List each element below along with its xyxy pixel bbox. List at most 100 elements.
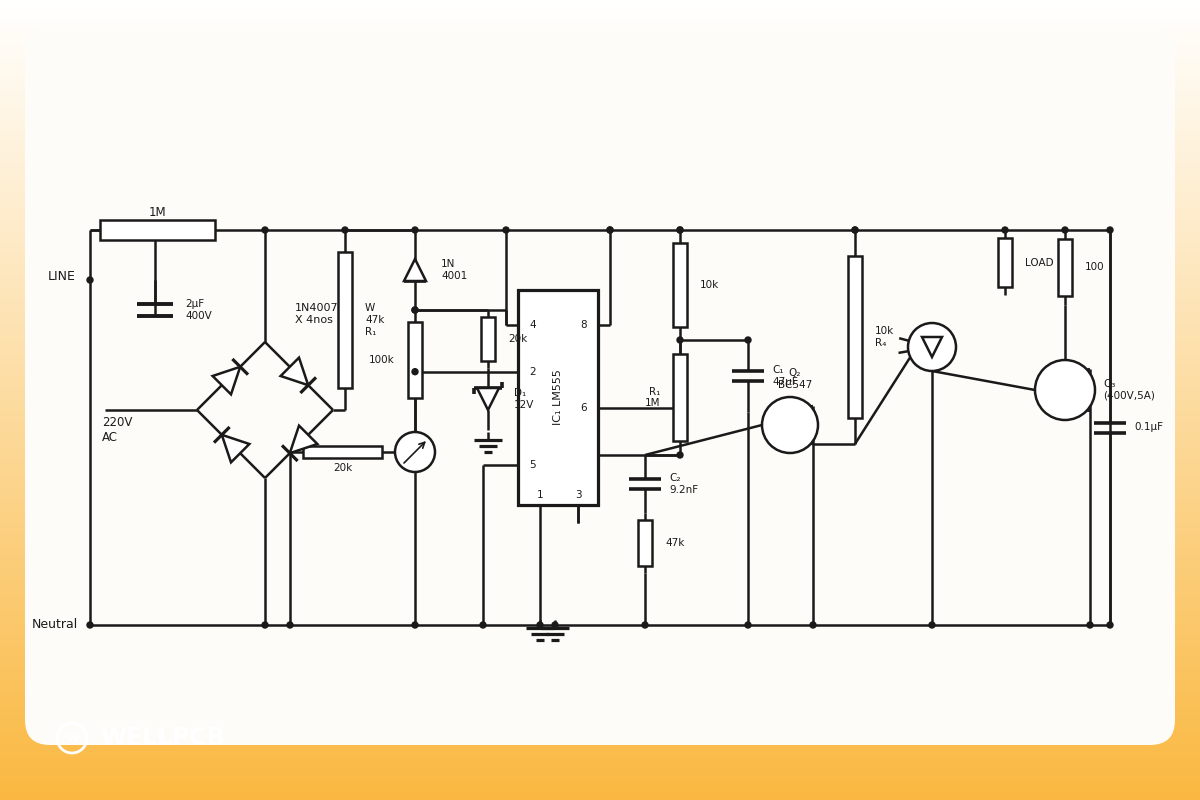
Bar: [0, 18, 1200, 22]
Text: WELLPCB: WELLPCB: [100, 726, 224, 750]
Bar: [0, 101, 1200, 104]
Polygon shape: [404, 259, 426, 281]
Bar: [0, 751, 1200, 754]
Bar: [0, 559, 1200, 562]
Bar: [638, 520, 652, 566]
Bar: [0, 575, 1200, 578]
Bar: [0, 511, 1200, 514]
Bar: [0, 71, 1200, 74]
Bar: [0, 287, 1200, 290]
Polygon shape: [922, 337, 942, 357]
Polygon shape: [281, 358, 308, 385]
Bar: [0, 370, 1200, 374]
Bar: [0, 469, 1200, 472]
Text: R₁
1M: R₁ 1M: [644, 386, 660, 408]
Bar: [0, 525, 1200, 528]
Bar: [0, 242, 1200, 246]
Bar: [0, 15, 1200, 18]
Bar: [0, 613, 1200, 616]
Bar: [0, 90, 1200, 94]
Circle shape: [745, 622, 751, 628]
Text: 10k: 10k: [700, 280, 719, 290]
Bar: [0, 109, 1200, 112]
Bar: [0, 418, 1200, 422]
Bar: [0, 621, 1200, 624]
Bar: [0, 743, 1200, 746]
Circle shape: [480, 622, 486, 628]
Bar: [0, 682, 1200, 686]
Bar: [0, 578, 1200, 582]
Bar: [0, 146, 1200, 150]
Bar: [0, 794, 1200, 798]
Bar: [0, 487, 1200, 490]
Bar: [100, 220, 215, 240]
Bar: [0, 461, 1200, 464]
Bar: [0, 567, 1200, 570]
Bar: [0, 133, 1200, 136]
Bar: [0, 202, 1200, 206]
Bar: [0, 605, 1200, 608]
Bar: [0, 501, 1200, 504]
Bar: [0, 149, 1200, 152]
Text: 47k: 47k: [665, 538, 684, 548]
Bar: [0, 114, 1200, 118]
Circle shape: [1062, 227, 1068, 233]
Bar: [0, 261, 1200, 264]
Text: W
47k
R₁: W 47k R₁: [365, 303, 384, 337]
Bar: [0, 602, 1200, 606]
Bar: [0, 517, 1200, 520]
Bar: [0, 471, 1200, 474]
Bar: [0, 245, 1200, 248]
Bar: [0, 263, 1200, 266]
Bar: [0, 93, 1200, 96]
Bar: [0, 442, 1200, 446]
Bar: [0, 690, 1200, 694]
Bar: [0, 735, 1200, 738]
Text: 3: 3: [575, 490, 581, 500]
Circle shape: [607, 227, 613, 233]
Bar: [0, 447, 1200, 450]
Bar: [0, 338, 1200, 342]
Bar: [0, 226, 1200, 230]
Bar: [0, 205, 1200, 208]
Bar: [0, 367, 1200, 370]
Bar: [0, 738, 1200, 742]
Bar: [0, 775, 1200, 778]
Bar: [0, 173, 1200, 176]
Circle shape: [412, 307, 418, 313]
Bar: [0, 629, 1200, 632]
Bar: [0, 79, 1200, 82]
Bar: [0, 407, 1200, 410]
Bar: [0, 623, 1200, 626]
Bar: [0, 266, 1200, 270]
Bar: [0, 773, 1200, 776]
Bar: [0, 141, 1200, 144]
Bar: [0, 215, 1200, 218]
Circle shape: [342, 227, 348, 233]
Bar: [0, 415, 1200, 418]
Bar: [0, 357, 1200, 360]
Bar: [0, 762, 1200, 766]
Bar: [0, 221, 1200, 224]
Bar: [0, 207, 1200, 210]
Circle shape: [1108, 622, 1114, 628]
Bar: [0, 503, 1200, 506]
Text: W: W: [65, 731, 79, 745]
Bar: [0, 791, 1200, 794]
Bar: [0, 234, 1200, 238]
Bar: [0, 394, 1200, 398]
Bar: [0, 317, 1200, 320]
Bar: [0, 319, 1200, 322]
Bar: [0, 66, 1200, 70]
Circle shape: [262, 622, 268, 628]
Text: LOAD: LOAD: [1025, 258, 1054, 267]
Bar: [0, 223, 1200, 226]
Bar: [0, 591, 1200, 594]
Bar: [0, 495, 1200, 498]
Bar: [0, 175, 1200, 178]
Bar: [0, 306, 1200, 310]
Bar: [0, 178, 1200, 182]
Bar: [0, 509, 1200, 512]
Bar: [0, 199, 1200, 202]
Circle shape: [262, 227, 268, 233]
